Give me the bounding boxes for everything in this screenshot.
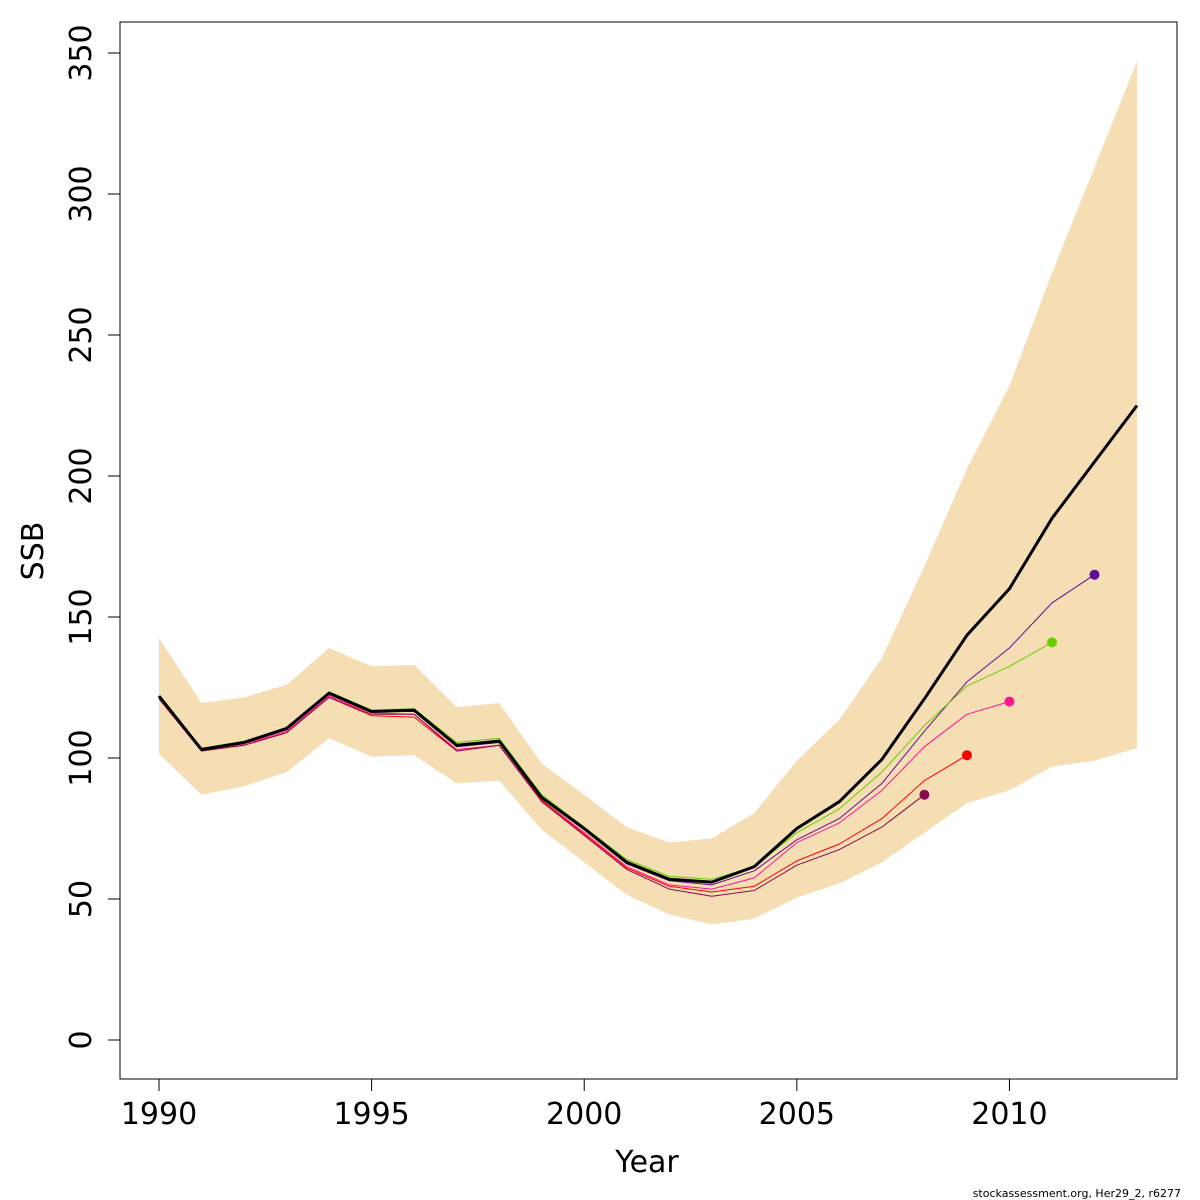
x-tick-label: 2000	[546, 1097, 622, 1132]
y-axis: 0 50 100 150 200 250 300 350	[64, 24, 121, 1050]
ssb-estimate-line	[157, 404, 1139, 884]
retro-peel-line-5	[158, 696, 925, 897]
retro-peel-endpoint-3	[1004, 696, 1015, 707]
y-tick-label: 300	[64, 165, 99, 222]
retro-peel-endpoint-2	[1047, 637, 1057, 648]
y-tick-label: 100	[64, 729, 99, 786]
y-tick-label: 350	[64, 24, 99, 81]
source-footnote: stockassessment.org, Her29_2, r6277	[973, 1187, 1181, 1200]
x-tick-label: 2005	[759, 1097, 835, 1132]
x-axis-title: Year	[614, 1145, 679, 1180]
y-axis-title: SSB	[16, 522, 51, 581]
y-tick-label: 150	[64, 588, 99, 645]
x-axis: 1990 1995 2000 2005 2010	[121, 1078, 1048, 1132]
retro-peel-endpoint-1	[1089, 569, 1100, 580]
y-tick-label: 50	[64, 880, 99, 918]
y-tick-label: 0	[64, 1030, 99, 1049]
retro-peel-line-3	[158, 695, 1010, 890]
series-layer	[157, 404, 1139, 897]
y-tick-label: 200	[64, 447, 99, 504]
retro-peel-endpoint-5	[919, 789, 930, 800]
x-tick-label: 1990	[121, 1097, 197, 1132]
retro-peel-endpoint-4	[961, 750, 972, 761]
y-tick-label: 250	[64, 306, 99, 363]
x-tick-label: 2010	[971, 1097, 1047, 1132]
x-tick-label: 1995	[333, 1097, 409, 1132]
